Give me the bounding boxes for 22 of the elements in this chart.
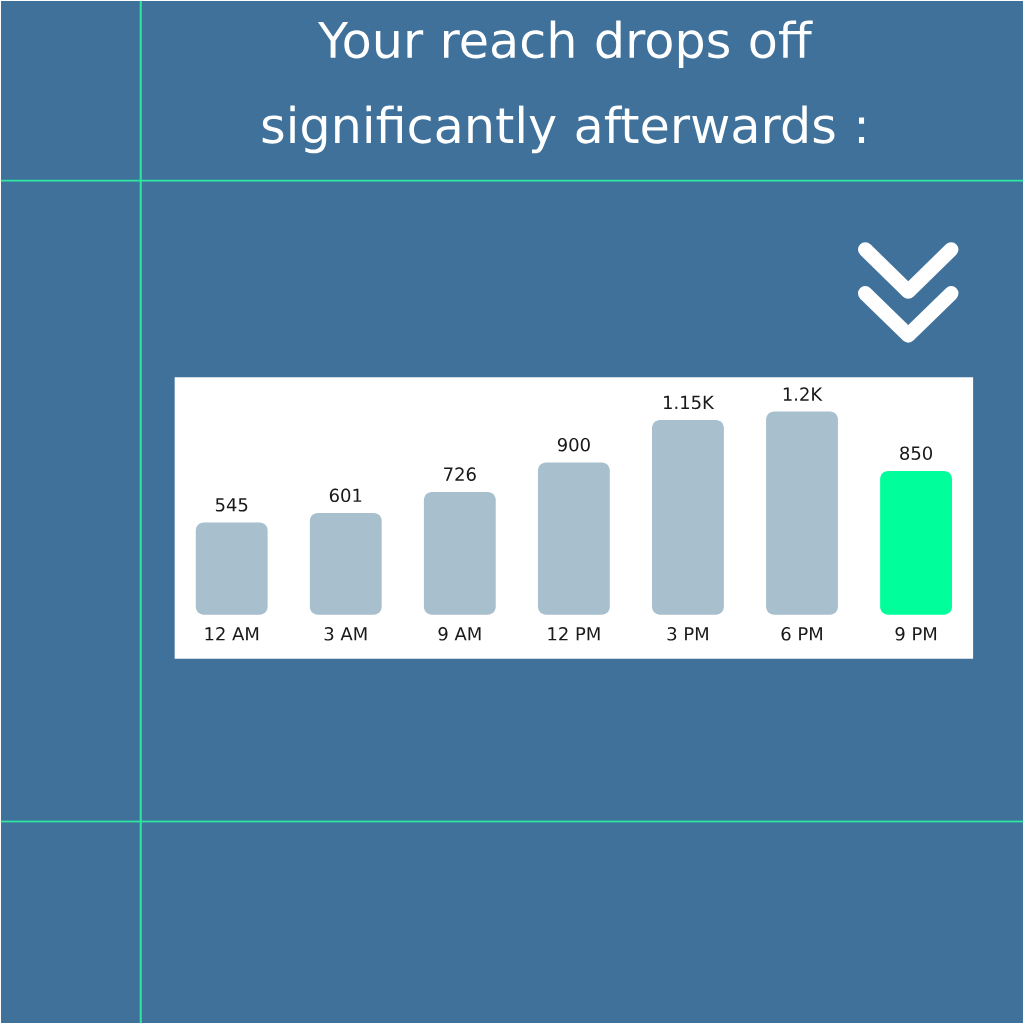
bar bbox=[423, 491, 496, 615]
x-tick-label: 12 PM bbox=[548, 627, 600, 641]
data-label: 726 bbox=[444, 467, 476, 481]
bar bbox=[537, 462, 610, 615]
bar bbox=[309, 513, 382, 615]
bar bbox=[766, 411, 838, 615]
data-label: 1.15K bbox=[664, 395, 715, 410]
data-label: 850 bbox=[900, 446, 933, 460]
x-tick-label: 3 PM bbox=[667, 627, 708, 641]
data-label: 900 bbox=[557, 437, 590, 452]
x-tick-label: 6 PM bbox=[781, 627, 822, 641]
chart-title: Your reach drops off significantly afterwards : bbox=[262, 20, 865, 154]
data-label: 545 bbox=[215, 498, 248, 512]
bar bbox=[195, 522, 268, 615]
data-label: 601 bbox=[329, 488, 362, 503]
x-tick-label: 3 AM bbox=[324, 627, 367, 641]
bar bbox=[880, 470, 952, 615]
bar bbox=[652, 420, 724, 615]
data-label: 1.2K bbox=[783, 387, 823, 401]
x-tick-label: 9 PM bbox=[895, 627, 937, 641]
x-tick-label: 9 AM bbox=[438, 627, 481, 641]
x-tick-label: 12 AM bbox=[205, 627, 259, 641]
